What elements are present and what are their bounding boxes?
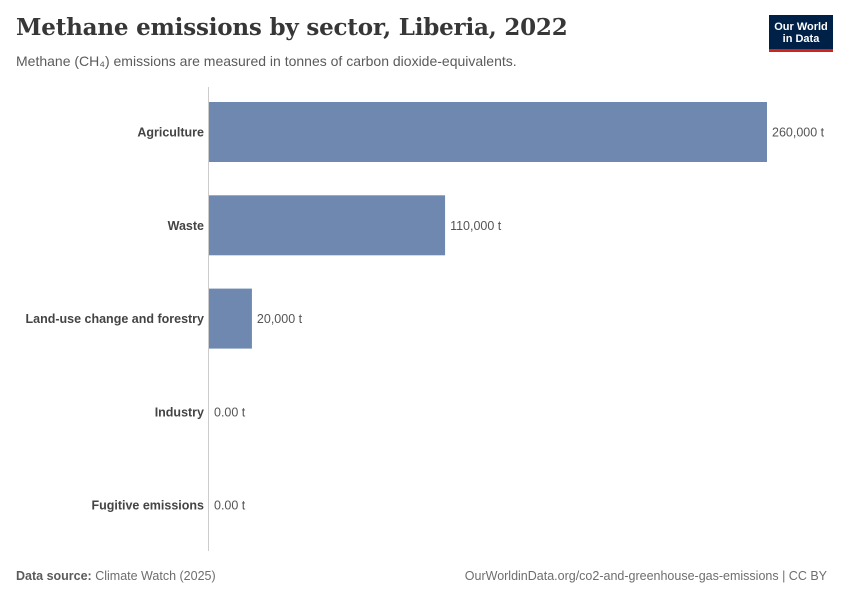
- category-label: Waste: [168, 219, 204, 233]
- chart-title: Methane emissions by sector, Liberia, 20…: [16, 14, 568, 41]
- category-label: Industry: [155, 405, 204, 419]
- value-label: 260,000 t: [772, 126, 825, 140]
- source-url[interactable]: OurWorldinData.org/co2-and-greenhouse-ga…: [464, 569, 827, 583]
- value-label: 0.00 t: [214, 405, 246, 419]
- category-label: Agriculture: [137, 126, 204, 140]
- owid-logo[interactable]: Our World in Data: [769, 15, 833, 52]
- data-source: Data source: Climate Watch (2025): [16, 569, 216, 583]
- category-label: Land-use change and forestry: [25, 312, 204, 326]
- value-label: 20,000 t: [257, 312, 303, 326]
- data-source-link[interactable]: Climate Watch (2025): [95, 569, 216, 583]
- logo-line-1: Our World: [774, 21, 828, 33]
- chart-subtitle: Methane (CH₄) emissions are measured in …: [16, 53, 517, 69]
- bar[interactable]: [209, 195, 446, 256]
- logo-line-2: in Data: [782, 33, 820, 45]
- bars-group: Agriculture 260,000 t Waste 110,000 t Land-u…: [25, 102, 825, 513]
- data-source-label: Data source:: [16, 569, 92, 583]
- bar[interactable]: [209, 288, 252, 349]
- value-label: 0.00 t: [214, 499, 246, 513]
- category-label: Fugitive emissions: [91, 499, 204, 513]
- value-label: 110,000 t: [450, 219, 502, 233]
- bar[interactable]: [209, 102, 767, 162]
